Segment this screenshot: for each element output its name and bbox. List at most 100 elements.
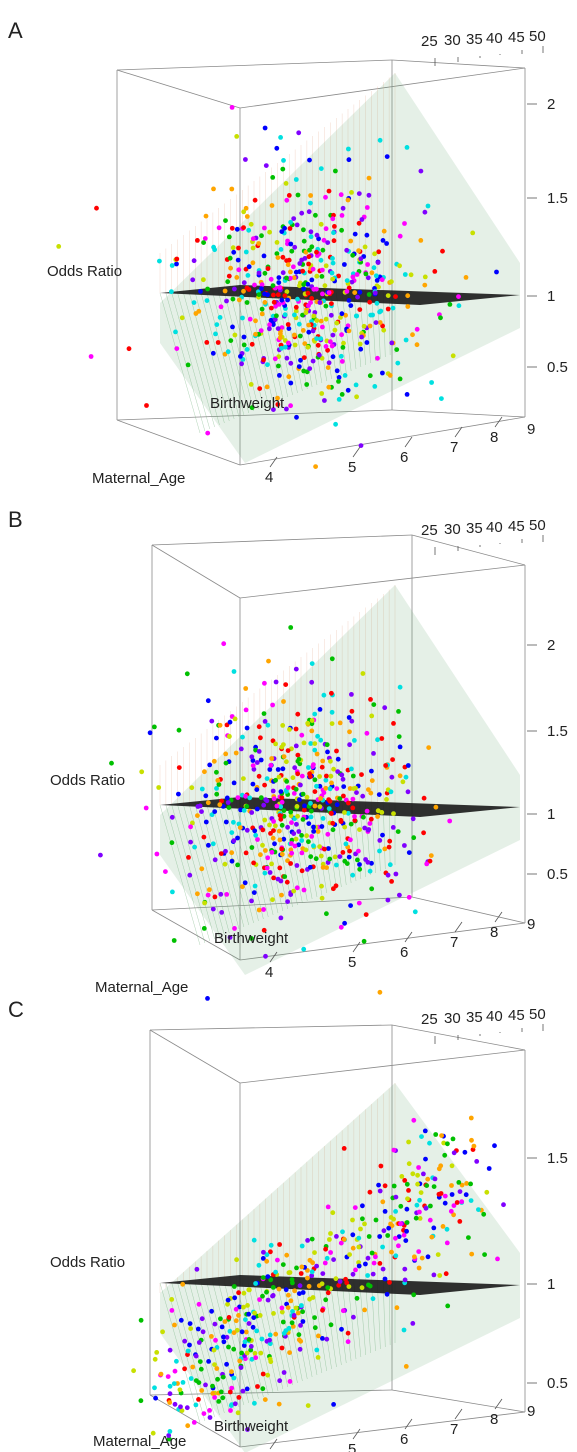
data-point — [324, 742, 330, 748]
z-tick-label: 2 — [547, 637, 555, 654]
z-tick-label: 1 — [547, 288, 555, 305]
data-point — [382, 846, 388, 852]
data-point — [339, 311, 345, 317]
data-point — [291, 888, 297, 894]
data-point — [258, 852, 263, 858]
data-point — [195, 238, 200, 243]
data-point — [280, 1319, 286, 1325]
data-point — [381, 228, 387, 234]
data-point — [394, 347, 400, 352]
data-point — [267, 1356, 273, 1362]
data-point — [300, 1309, 305, 1315]
data-point — [350, 773, 356, 779]
data-point — [390, 757, 395, 762]
data-point — [402, 1178, 408, 1183]
data-point — [322, 846, 327, 852]
data-point — [406, 894, 412, 900]
data-point — [276, 363, 281, 369]
data-point — [167, 1391, 173, 1397]
data-point — [397, 376, 403, 382]
data-point — [389, 1249, 394, 1255]
data-point — [281, 836, 287, 842]
data-point — [210, 1383, 215, 1389]
data-point — [444, 1226, 450, 1232]
data-point — [288, 861, 293, 866]
data-point — [190, 1364, 196, 1370]
data-point — [451, 1212, 456, 1218]
data-point — [318, 166, 324, 172]
data-point — [210, 906, 216, 912]
data-point — [365, 275, 371, 281]
data-point — [270, 322, 276, 327]
data-point — [457, 1189, 463, 1194]
data-point — [445, 1303, 451, 1309]
data-point — [299, 1264, 305, 1270]
data-point — [276, 280, 282, 285]
data-point — [241, 334, 247, 340]
y-axis-label: Maternal_Age — [95, 979, 188, 996]
data-point — [288, 892, 294, 897]
x-axis: 4 5 6 7 8 9 — [265, 911, 535, 981]
data-point — [205, 286, 211, 292]
data-point — [305, 720, 311, 726]
data-point — [313, 464, 318, 469]
data-point — [276, 1401, 282, 1407]
data-point — [349, 190, 354, 195]
data-point — [285, 785, 291, 790]
data-point — [329, 301, 334, 306]
data-point — [339, 772, 345, 778]
data-point — [327, 1237, 332, 1242]
data-point — [315, 733, 320, 739]
data-point — [305, 281, 311, 287]
y-tick-label: 30 — [444, 32, 461, 49]
data-point — [166, 1433, 172, 1438]
data-point — [279, 1345, 285, 1351]
data-point — [380, 1266, 386, 1272]
data-point — [274, 145, 280, 151]
data-point — [300, 1290, 306, 1295]
data-point — [231, 249, 237, 255]
data-point — [285, 1305, 291, 1310]
tick-mark — [404, 931, 413, 943]
data-point — [346, 298, 352, 303]
data-point — [173, 329, 178, 335]
data-point — [232, 926, 237, 931]
surface-gridline — [242, 804, 269, 918]
data-point — [356, 248, 361, 254]
data-point — [321, 692, 327, 698]
data-point — [345, 387, 351, 393]
data-point — [278, 331, 283, 337]
data-point — [357, 862, 362, 867]
data-point — [399, 1174, 405, 1179]
data-point — [459, 1182, 465, 1188]
data-point — [293, 743, 299, 749]
data-point — [377, 989, 383, 995]
data-point — [226, 805, 232, 810]
data-point — [316, 236, 321, 242]
data-point — [244, 1350, 250, 1356]
data-point — [291, 264, 296, 270]
y-tick-label: 45 — [508, 1007, 525, 1024]
data-point — [226, 1315, 232, 1320]
data-point — [250, 1324, 256, 1330]
data-point — [267, 229, 272, 235]
data-point — [211, 1347, 217, 1353]
data-point — [305, 1403, 311, 1408]
data-point — [395, 829, 401, 834]
data-point — [282, 312, 288, 318]
data-point — [323, 263, 329, 269]
data-point — [352, 1205, 358, 1210]
data-point — [312, 1325, 318, 1331]
data-point — [281, 1370, 287, 1375]
data-point — [268, 276, 274, 282]
data-point — [274, 803, 280, 809]
data-point — [267, 767, 273, 772]
data-point — [326, 360, 332, 366]
data-point — [252, 197, 258, 203]
data-point — [442, 1200, 448, 1206]
data-point — [260, 1275, 266, 1280]
data-point — [270, 175, 276, 180]
data-point — [349, 279, 355, 285]
surface-gridline — [177, 292, 215, 428]
